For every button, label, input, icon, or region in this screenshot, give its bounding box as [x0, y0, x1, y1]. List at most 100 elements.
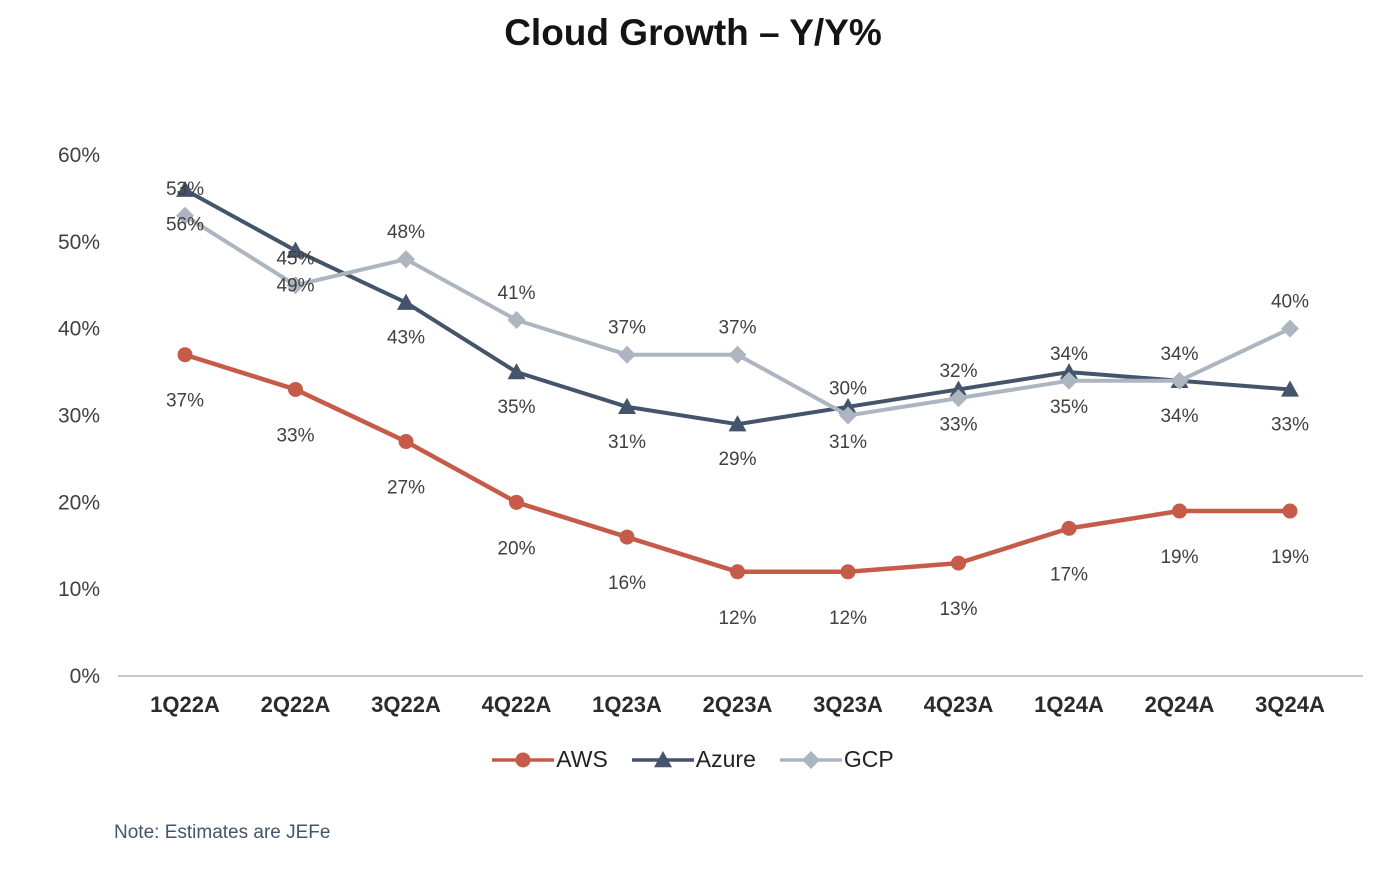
- aws-data-label: 17%: [1050, 564, 1088, 585]
- y-tick-label: 0%: [70, 665, 100, 688]
- gcp-data-label: 34%: [1050, 344, 1088, 365]
- azure-marker: [1281, 380, 1299, 397]
- azure-data-label: 35%: [497, 397, 535, 418]
- aws-data-label: 12%: [829, 608, 867, 629]
- gcp-marker: [1060, 371, 1078, 390]
- gcp-marker: [286, 276, 305, 295]
- azure-data-label: 33%: [1271, 414, 1309, 435]
- gcp-marker: [507, 310, 526, 329]
- gcp-data-label: 40%: [1271, 292, 1309, 313]
- x-category-label: 2Q24A: [1145, 692, 1215, 717]
- azure-data-label: 29%: [718, 449, 756, 470]
- x-category-label: 1Q24A: [1034, 692, 1104, 717]
- gcp-marker: [1170, 371, 1189, 390]
- y-tick-label: 40%: [58, 318, 100, 341]
- azure-data-label: 43%: [387, 328, 425, 349]
- legend-label-gcp: GCP: [843, 746, 894, 772]
- azure-data-label: 56%: [166, 215, 204, 236]
- gcp-data-label: 45%: [276, 248, 314, 269]
- gcp-data-label: 37%: [608, 318, 646, 339]
- azure-data-label: 31%: [608, 432, 646, 453]
- gcp-data-label: 53%: [166, 179, 204, 200]
- aws-marker: [1061, 520, 1077, 536]
- gcp-marker: [728, 345, 747, 364]
- aws-legend-marker: [515, 752, 531, 767]
- x-category-label: 2Q22A: [261, 692, 331, 717]
- aws-data-label: 37%: [166, 391, 204, 412]
- y-tick-label: 30%: [58, 405, 100, 428]
- gcp-marker: [949, 389, 968, 408]
- legend-label-aws: AWS: [556, 746, 608, 772]
- gcp-legend-swatch: [779, 750, 842, 769]
- azure-marker: [397, 293, 415, 310]
- aws-data-label: 12%: [718, 608, 756, 629]
- gcp-marker: [618, 345, 636, 364]
- azure-marker: [618, 397, 636, 415]
- aws-data-label: 19%: [1271, 547, 1309, 568]
- aws-marker: [840, 564, 856, 580]
- gcp-data-label: 48%: [387, 222, 425, 243]
- chart-canvas: 0% 10% 20% 30% 40% 50% 60% 1Q22A 2Q22A 3Q22A 4Q22A…: [58, 144, 1363, 717]
- legend-item-gcp: GCP: [779, 746, 894, 773]
- azure-data-label: 34%: [1160, 406, 1198, 427]
- footnote: Note: Estimates are JEFe: [114, 822, 331, 843]
- aws-legend-swatch: [492, 752, 555, 767]
- aws-data-label: 19%: [1160, 547, 1198, 568]
- legend-item-azure: Azure: [631, 746, 756, 773]
- azure-data-label: 49%: [276, 276, 314, 297]
- aws-marker: [398, 434, 414, 450]
- aws-data-label: 33%: [276, 425, 314, 446]
- gcp-marker: [1281, 319, 1299, 338]
- azure-data-label: 33%: [939, 414, 977, 435]
- y-tick-label: 50%: [58, 231, 100, 254]
- y-tick-label: 20%: [58, 491, 100, 514]
- gcp-line: [183, 213, 1292, 418]
- azure-legend-marker: [653, 750, 672, 767]
- azure-marker: [839, 397, 857, 415]
- x-category-label: 3Q23A: [813, 692, 883, 717]
- azure-data-label: 31%: [829, 432, 867, 453]
- aws-data-label: 13%: [939, 599, 977, 620]
- gcp-marker: [176, 206, 194, 225]
- aws-data-label: 20%: [497, 538, 535, 559]
- gcp-marker: [839, 406, 857, 425]
- gcp-marker: [397, 250, 415, 269]
- azure-marker: [286, 241, 305, 258]
- aws-marker: [619, 529, 635, 545]
- chart-title: Cloud Growth – Y/Y%: [504, 12, 882, 53]
- aws-marker: [1172, 503, 1187, 519]
- chart-legend: AWS Azure GCP: [0, 746, 1386, 773]
- x-category-label: 4Q23A: [924, 692, 994, 717]
- gcp-data-label: 41%: [497, 283, 535, 304]
- legend-item-aws: AWS: [492, 746, 608, 773]
- x-category-label: 4Q22A: [482, 692, 552, 717]
- aws-marker: [951, 555, 966, 571]
- gcp-data-label: 37%: [718, 318, 756, 339]
- y-tick-label: 60%: [58, 144, 100, 167]
- aws-data-label: 16%: [608, 573, 646, 594]
- azure-legend-swatch: [631, 750, 694, 767]
- azure-data-label: 35%: [1050, 397, 1088, 418]
- azure-line: [183, 187, 1292, 427]
- legend-label-azure: Azure: [695, 746, 756, 772]
- x-category-label: 1Q23A: [592, 692, 662, 717]
- azure-marker: [1060, 363, 1078, 380]
- gcp-data-label: 34%: [1160, 344, 1198, 365]
- azure-marker: [507, 363, 526, 380]
- aws-marker: [288, 381, 303, 397]
- gcp-data-label: 32%: [939, 361, 977, 382]
- aws-marker: [177, 347, 193, 363]
- aws-data-label: 27%: [387, 478, 425, 499]
- azure-marker: [949, 380, 968, 397]
- aws-marker: [1282, 503, 1298, 519]
- aws-marker: [730, 564, 745, 580]
- x-category-label: 3Q22A: [371, 692, 441, 717]
- y-tick-label: 10%: [58, 578, 100, 601]
- x-category-label: 3Q24A: [1255, 692, 1325, 717]
- azure-marker: [728, 415, 747, 432]
- gcp-legend-marker: [801, 750, 820, 769]
- aws-marker: [509, 494, 524, 510]
- azure-marker: [176, 180, 194, 197]
- gcp-data-label: 30%: [829, 379, 867, 400]
- x-category-label: 2Q23A: [703, 692, 773, 717]
